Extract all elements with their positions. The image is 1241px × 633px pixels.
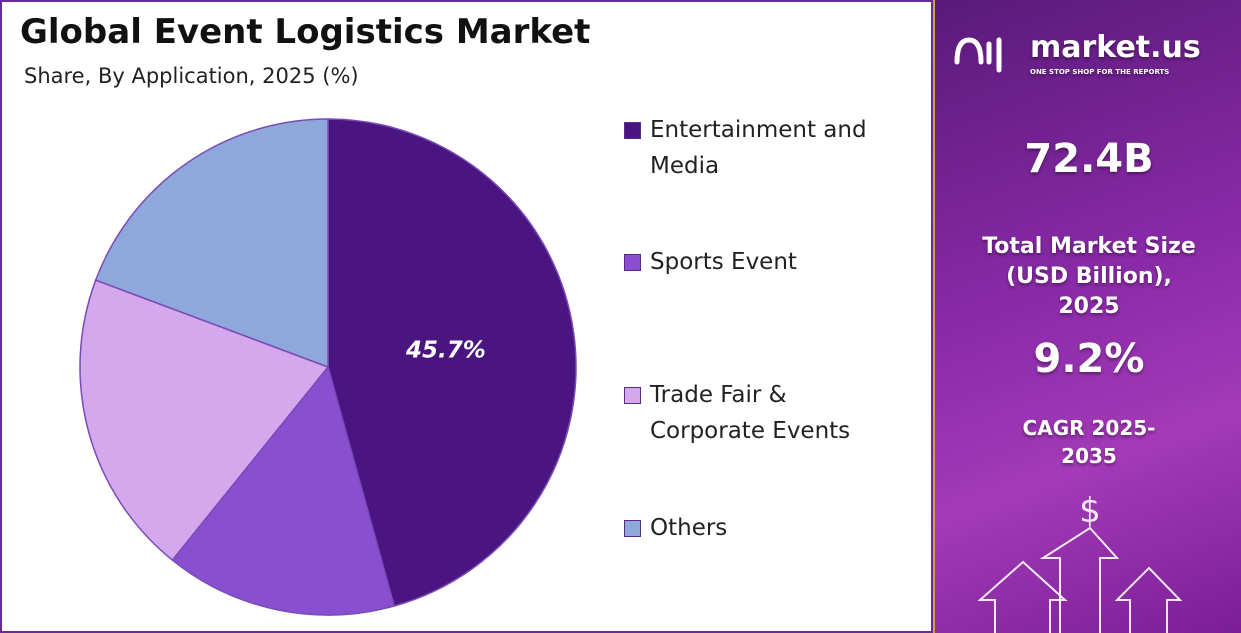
cagr-label: CAGR 2025-2035 (1022, 416, 1156, 468)
market-size: 72.4B (1024, 136, 1154, 182)
pie-slice (171, 365, 396, 616)
arrows-decor: $ (977, 491, 1183, 633)
legend-swatch (624, 520, 641, 537)
legend-swatch (624, 122, 641, 139)
sidebar: $ market.us ONE STOP SHOP FOR THE REPORT… (933, 0, 1241, 633)
chart-title: Global Event Logistics Market (20, 12, 591, 52)
data-label: 45.7% (405, 337, 486, 363)
market-size-label: Total Market Size (USD Billion), 2025 (982, 234, 1196, 319)
pie-slice (79, 279, 330, 562)
legend-label: Entertainment and Media (650, 117, 867, 179)
legend-swatch (624, 387, 641, 404)
logo-icon (954, 37, 1002, 73)
legend-swatch (624, 254, 641, 271)
brand: market.us (1030, 30, 1201, 65)
legend-entry: Others (624, 510, 930, 546)
legend-label: Trade Fair & Corporate Events (650, 382, 851, 444)
cagr: 9.2% (1033, 336, 1145, 382)
chart-panel: Global Event Logistics Market Share, By … (0, 0, 933, 633)
pie-slice (327, 118, 577, 607)
svg-text:$: $ (1079, 491, 1101, 531)
pie-chart: 45.7% (79, 118, 577, 616)
legend-entry: Sports Event (624, 244, 930, 280)
legend-label: Others (650, 515, 728, 541)
pie-slice (94, 118, 329, 369)
sidebar-graphics: $ (954, 37, 1183, 633)
legend-entry: Trade Fair & Corporate Events (624, 377, 875, 449)
tagline: ONE STOP SHOP FOR THE REPORTS (1030, 68, 1170, 76)
chart-subtitle: Share, By Application, 2025 (%) (24, 64, 359, 88)
legend-entry: Entertainment and Media (624, 112, 890, 184)
legend-label: Sports Event (650, 249, 797, 275)
